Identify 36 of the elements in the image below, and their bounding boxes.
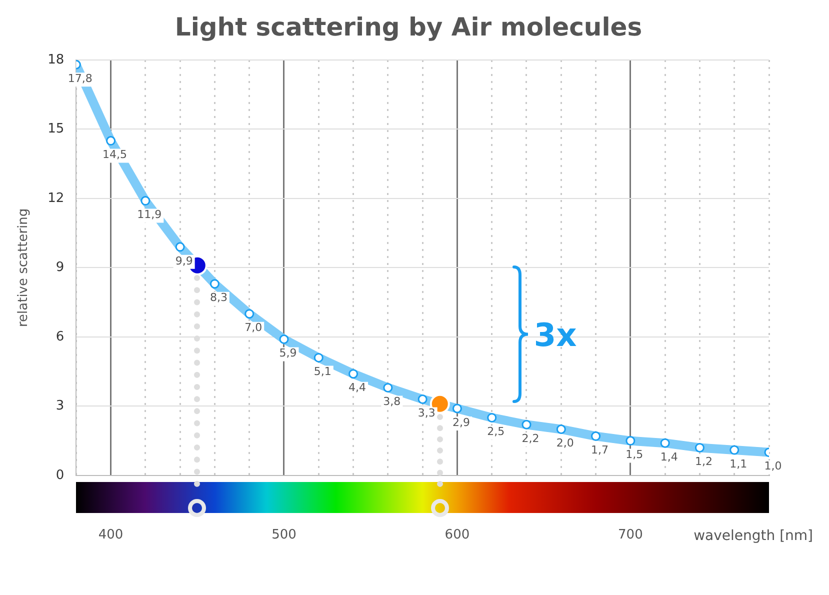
data-label: 3,3 — [418, 406, 436, 420]
x-tick-label: 700 — [618, 528, 643, 543]
data-label: 8,3 — [210, 291, 228, 304]
data-label: 2,5 — [487, 425, 505, 438]
x-axis-title: wavelength [nm] — [694, 528, 813, 544]
data-label: 3,8 — [383, 395, 401, 408]
y-tick-label: 15 — [48, 122, 64, 137]
y-tick-label: 9 — [56, 260, 64, 276]
data-label: 4,4 — [348, 381, 366, 394]
y-axis-title: relative scattering — [16, 208, 32, 328]
y-tick-label: 18 — [48, 52, 64, 68]
data-label: 1,0 — [764, 460, 782, 473]
data-label: 2,2 — [522, 432, 540, 445]
data-label: 7,0 — [244, 321, 262, 334]
data-label: 1,7 — [591, 444, 609, 457]
y-tick-label: 6 — [56, 329, 64, 344]
data-label: 1,1 — [730, 457, 748, 470]
data-label: 1,5 — [626, 448, 644, 462]
y-tick-label: 0 — [56, 468, 64, 483]
data-label: 2,9 — [452, 416, 470, 429]
data-label: 1,2 — [694, 455, 712, 468]
data-label: 14,5 — [102, 148, 128, 162]
y-tick-label: 3 — [56, 398, 64, 414]
chart-title: Light scattering by Air molecules — [174, 12, 642, 42]
data-label: 17,8 — [68, 72, 92, 85]
data-label: 2,0 — [556, 436, 574, 450]
annotation: 3x — [534, 314, 577, 355]
data-label: 9,9 — [175, 254, 193, 268]
data-label: 5,9 — [279, 346, 297, 360]
data-label: 5,1 — [314, 365, 332, 378]
x-tick-label: 400 — [98, 528, 124, 543]
x-tick-label: 600 — [444, 528, 470, 543]
x-tick-label: 500 — [272, 528, 296, 543]
data-label: 11,9 — [137, 208, 162, 222]
y-tick-label: 12 — [48, 190, 64, 206]
data-label: 1,4 — [660, 450, 678, 464]
